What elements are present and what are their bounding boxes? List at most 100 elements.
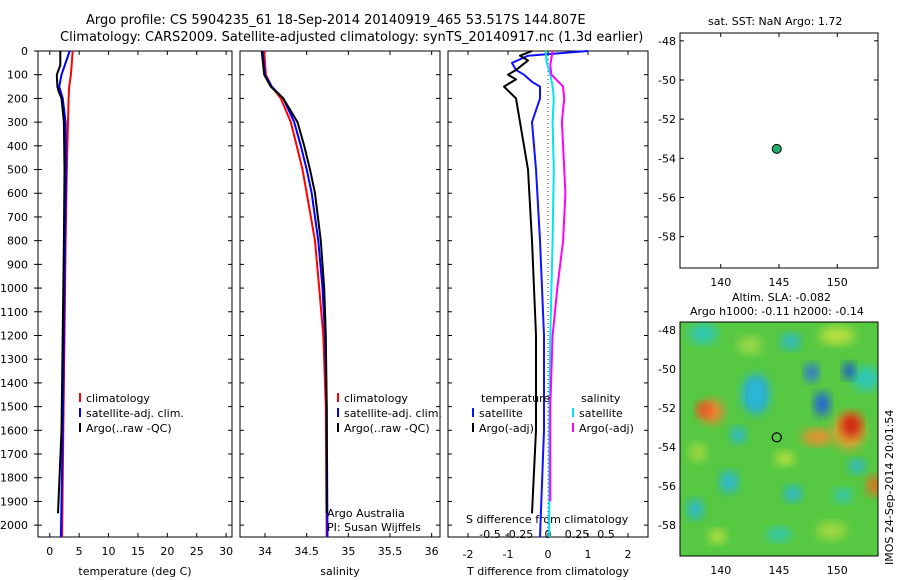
sla-blob <box>819 326 856 345</box>
depth-tick-label: 1900 <box>0 495 28 508</box>
altim-map-ytick-label: -54 <box>658 441 676 454</box>
temp-satellite-line <box>58 50 71 538</box>
sla-blob <box>849 459 866 474</box>
temp-xtick-label: 25 <box>190 545 204 558</box>
tdiff-satellite-line <box>511 50 589 538</box>
altim-map-ytick-label: -56 <box>658 480 676 493</box>
sla-blob <box>708 529 727 544</box>
depth-tick-label: 800 <box>7 235 28 248</box>
tdiff-xtick-label: 2 <box>625 548 632 561</box>
map-title: sat. SST: NaN Argo: 1.72 <box>708 15 843 28</box>
altim-map-ytick-label: -52 <box>658 402 676 415</box>
s-diff-label: S difference from climatology <box>466 513 629 526</box>
depth-tick-label: 200 <box>7 92 28 105</box>
sal-satellite-line <box>261 50 329 538</box>
sal-xtick-label: 35.5 <box>378 545 403 558</box>
altim-map-xtick-label: 145 <box>769 564 790 577</box>
temp-xtick-label: 20 <box>160 545 174 558</box>
sal-xtick-label: 35 <box>341 545 355 558</box>
depth-tick-label: 1300 <box>0 353 28 366</box>
loc-map-xtick-label: 140 <box>710 276 731 289</box>
tdiff-legend-title: temperature <box>481 392 550 405</box>
sal-xtick-label: 36 <box>425 545 439 558</box>
loc-map-ytick-label: -52 <box>658 113 676 126</box>
depth-tick-label: 1600 <box>0 424 28 437</box>
depth-tick-label: 1800 <box>0 472 28 485</box>
sdiff-xtick-label: -0.25 <box>505 528 533 541</box>
loc-map-ytick-label: -58 <box>658 231 676 244</box>
sla-blob <box>689 323 718 344</box>
sla-blob <box>816 521 847 540</box>
sla-blob <box>719 470 738 493</box>
altim-map-frame <box>679 321 879 557</box>
sla-blob <box>852 366 878 391</box>
sal-xlabel: salinity <box>320 565 360 578</box>
sla-blob <box>783 485 802 502</box>
sdiff-legend-label: satellite <box>579 407 623 420</box>
temp-xtick-label: 30 <box>219 545 233 558</box>
sdiff-xtick-label: -0.5 <box>479 528 500 541</box>
sal-legend-label: Argo(..raw -QC) <box>344 422 430 435</box>
altim-argo-marker <box>771 432 782 443</box>
sla-blob <box>687 499 704 520</box>
altim-map-xtick-label: 140 <box>710 564 731 577</box>
tdiff-legend-label: satellite <box>479 407 523 420</box>
depth-tick-label: 1100 <box>0 306 28 319</box>
loc-map-xtick-label: 150 <box>827 276 848 289</box>
depth-tick-label: 500 <box>7 164 28 177</box>
temp-xtick-label: 0 <box>46 545 53 558</box>
sal-legend-label: satellite-adj. clim. <box>344 407 442 420</box>
sla-blob <box>737 336 762 355</box>
depth-tick-label: 1200 <box>0 329 28 342</box>
sdiff-legend-title: salinity <box>581 392 621 405</box>
loc-map-ytick-label: -56 <box>658 192 676 205</box>
sla-blob <box>688 443 707 462</box>
temp-xtick-label: 10 <box>102 545 116 558</box>
depth-tick-label: 1400 <box>0 377 28 390</box>
sla-blob <box>801 429 834 446</box>
title-line-2: Climatology: CARS2009. Satellite-adjuste… <box>60 30 644 45</box>
argo-position-marker <box>771 143 782 154</box>
depth-tick-label: 0 <box>21 45 28 58</box>
loc-map-ytick-label: -50 <box>658 74 676 87</box>
sla-blob <box>767 527 791 542</box>
sdiff-xtick-label: 0 <box>545 528 552 541</box>
tdiff-xtick-label: -1 <box>503 548 514 561</box>
temp-legend-label: satellite-adj. clim. <box>86 407 184 420</box>
depth-tick-label: 900 <box>7 258 28 271</box>
temp-legend-label: Argo(..raw -QC) <box>86 422 172 435</box>
depth-tick-label: 2000 <box>0 519 28 532</box>
loc-map-ytick-label: -54 <box>658 152 676 165</box>
title-line-1: Argo profile: CS 5904235_61 18-Sep-2014 … <box>86 13 586 28</box>
sdiff-xtick-label: 0.25 <box>565 528 590 541</box>
salinity-panel-frame <box>239 50 441 538</box>
loc-map-xtick-label: 145 <box>769 276 790 289</box>
temperature-panel-frame <box>37 50 233 538</box>
sla-blob <box>841 413 862 438</box>
altim-map-ytick-label: -48 <box>658 324 676 337</box>
sal-xtick-label: 34.5 <box>294 545 319 558</box>
depth-tick-label: 300 <box>7 116 28 129</box>
depth-tick-label: 1500 <box>0 401 28 414</box>
sla-blob <box>804 363 819 382</box>
sla-blob <box>780 333 801 350</box>
sla-blob <box>814 391 831 416</box>
sdiff-xtick-label: 0.5 <box>597 528 615 541</box>
sla-blob <box>842 362 855 379</box>
sdiff-satellite-line <box>544 50 555 537</box>
sla-blob <box>774 451 795 466</box>
tdiff-xlabel: T difference from climatology <box>466 565 629 578</box>
temp-xtick-label: 5 <box>76 545 83 558</box>
loc-map-ytick-label: -48 <box>658 35 676 48</box>
depth-tick-label: 400 <box>7 140 28 153</box>
temp-argo-line <box>55 51 66 514</box>
temp-xlabel: temperature (deg C) <box>78 565 191 578</box>
sdiff-legend-label: Argo(-adj) <box>579 422 634 435</box>
altim-map-ytick-label: -50 <box>658 363 676 376</box>
altim-title-1: Altim. SLA: -0.082 <box>732 291 832 304</box>
tdiff-argo-line <box>503 50 537 514</box>
depth-tick-label: 100 <box>7 69 28 82</box>
depth-tick-label: 1700 <box>0 448 28 461</box>
temp-legend-label: climatology <box>86 392 150 405</box>
